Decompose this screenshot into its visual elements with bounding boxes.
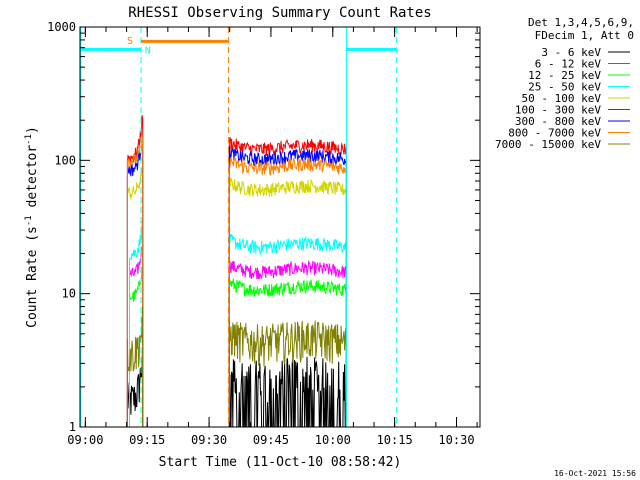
x-tick-label: 10:00 bbox=[315, 433, 351, 447]
axis-layer: 1 10 100 1000 09:00 09:15 09:30 09:45 10:00 10:15… bbox=[47, 20, 480, 447]
series-line-1-segment-1 bbox=[228, 259, 347, 427]
y-tick-label: 1 bbox=[69, 420, 76, 434]
series-line-6-segment-1 bbox=[228, 145, 347, 427]
legend-header-line-2: FDecim 1, Att 0 bbox=[535, 29, 634, 42]
y-label-superscript-1: -1 bbox=[24, 215, 34, 226]
legend-entry-label: 300 - 800 keV bbox=[515, 115, 601, 128]
x-tick-label: 09:45 bbox=[253, 433, 289, 447]
series-line-8-segment-1 bbox=[228, 320, 347, 427]
legend-entry-label: 50 - 100 keV bbox=[522, 92, 602, 105]
plot-frame bbox=[79, 26, 481, 428]
series-line-6-segment-0 bbox=[126, 136, 144, 427]
series-line-5-segment-1 bbox=[228, 136, 347, 427]
x-tick-label: 09:15 bbox=[129, 433, 165, 447]
y-label-superscript-2: -1 bbox=[24, 134, 34, 145]
legend-entry-label: 7000 - 15000 keV bbox=[495, 138, 601, 151]
flag-annotation-label: N bbox=[145, 45, 151, 56]
series-line-7-segment-0 bbox=[126, 135, 144, 427]
plot-area: SN bbox=[80, 27, 398, 428]
legend-entry-label: 800 - 7000 keV bbox=[508, 127, 601, 140]
legend-header-line-1: Det 1,3,4,5,6,9, bbox=[528, 16, 634, 29]
series-line-7-segment-1 bbox=[228, 156, 347, 427]
chart-title: RHESSI Observing Summary Count Rates bbox=[128, 5, 431, 21]
legend-entry-label: 25 - 50 keV bbox=[528, 81, 601, 94]
series-line-0-segment-1 bbox=[228, 356, 347, 428]
y-tick-label: 10 bbox=[62, 287, 76, 301]
x-tick-label: 09:30 bbox=[191, 433, 227, 447]
x-axis-label: Start Time (11-Oct-10 08:58:42) bbox=[159, 455, 402, 470]
x-tick-label: 10:30 bbox=[438, 433, 474, 447]
flag-annotation-label: S bbox=[127, 36, 133, 47]
y-tick-label: 1000 bbox=[47, 20, 76, 34]
series-line-5-segment-0 bbox=[126, 114, 144, 427]
series-line-8-segment-0 bbox=[126, 306, 144, 427]
y-tick-label: 100 bbox=[54, 153, 76, 167]
legend: Det 1,3,4,5,6,9, FDecim 1, Att 0 3 - 6 k… bbox=[495, 16, 634, 151]
series-layer bbox=[126, 114, 347, 428]
legend-entry-label: 100 - 300 keV bbox=[515, 104, 601, 117]
footer-timestamp: 16-Oct-2021 15:56 bbox=[554, 469, 636, 478]
legend-entry-label: 12 - 25 keV bbox=[528, 69, 601, 82]
y-label-part-2: detector bbox=[25, 145, 40, 216]
flag-layer: SN bbox=[80, 36, 397, 56]
series-line-4-segment-1 bbox=[228, 176, 347, 427]
series-line-3-segment-1 bbox=[228, 233, 347, 427]
x-tick-label: 09:00 bbox=[67, 433, 103, 447]
marker-layer bbox=[80, 27, 398, 427]
legend-entry-label: 3 - 6 keV bbox=[541, 46, 601, 59]
series-line-2-segment-1 bbox=[228, 278, 347, 427]
series-line-4-segment-0 bbox=[126, 165, 144, 427]
y-label-part-1: Count Rate (s bbox=[25, 226, 40, 328]
y-axis-label: Count Rate (s-1 detector-1) bbox=[24, 126, 40, 328]
legend-entry-label: 6 - 12 keV bbox=[535, 58, 602, 71]
y-label-part-3: ) bbox=[25, 126, 40, 134]
x-tick-label: 10:15 bbox=[377, 433, 413, 447]
